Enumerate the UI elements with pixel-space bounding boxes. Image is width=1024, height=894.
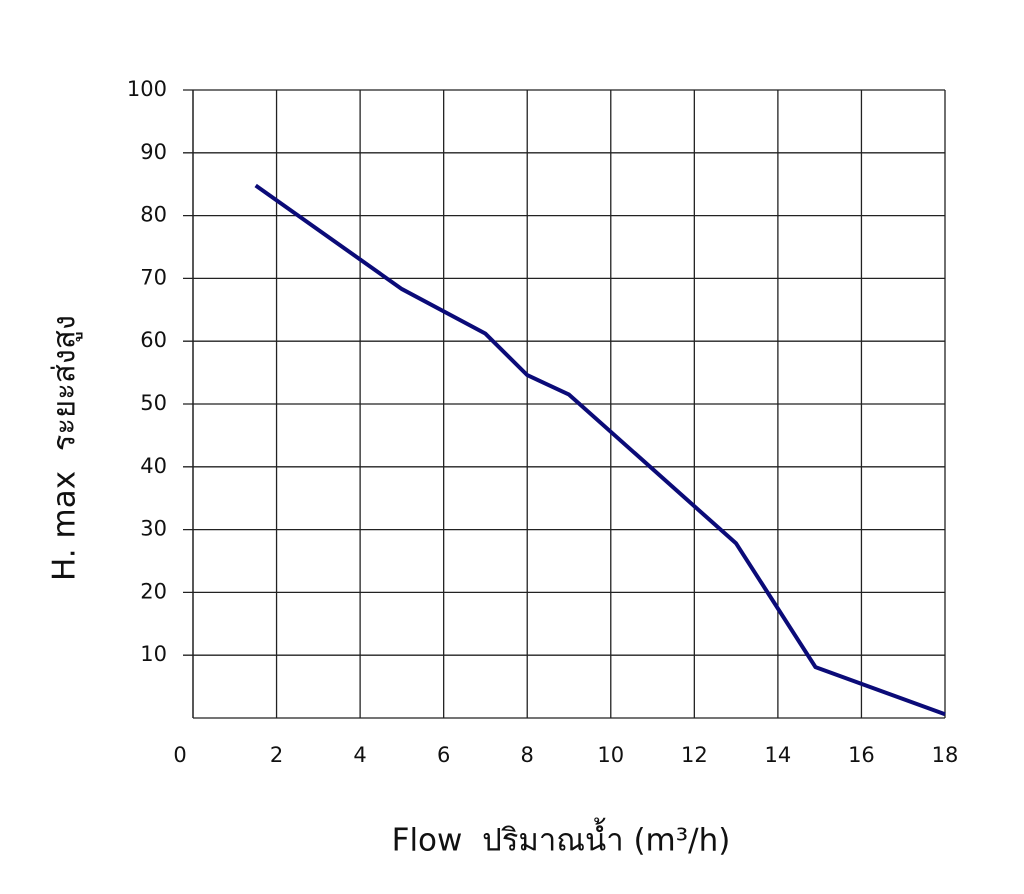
y-tick-label: 60	[140, 328, 167, 352]
y-tick-label: 10	[140, 642, 167, 666]
y-tick-label: 50	[140, 391, 167, 415]
y-tick-label: 30	[140, 517, 167, 541]
y-tick-label: 80	[140, 203, 167, 227]
x-tick-label: 12	[681, 743, 708, 767]
y-tick-label: 90	[140, 140, 167, 164]
y-tick-label: 100	[127, 77, 167, 101]
x-tick-label: 2	[270, 743, 283, 767]
x-tick-label: 14	[765, 743, 792, 767]
x-tick-label: 8	[521, 743, 534, 767]
x-tick-label: 10	[597, 743, 624, 767]
x-tick-label: 16	[848, 743, 875, 767]
x-tick-label: 6	[437, 743, 450, 767]
x-axis-title: Flow ปริมาณน้ำ (m³/h)	[392, 818, 731, 859]
y-axis-title: H. max ระยะส่งสูง	[47, 315, 83, 581]
y-tick-label: 70	[140, 265, 167, 289]
y-tick-label: 40	[140, 454, 167, 478]
x-tick-label: 18	[932, 743, 959, 767]
x-tick-label: 4	[353, 743, 366, 767]
x-tick-label: 0	[173, 743, 186, 767]
data-line	[254, 183, 946, 717]
y-tick-label: 20	[140, 579, 167, 603]
